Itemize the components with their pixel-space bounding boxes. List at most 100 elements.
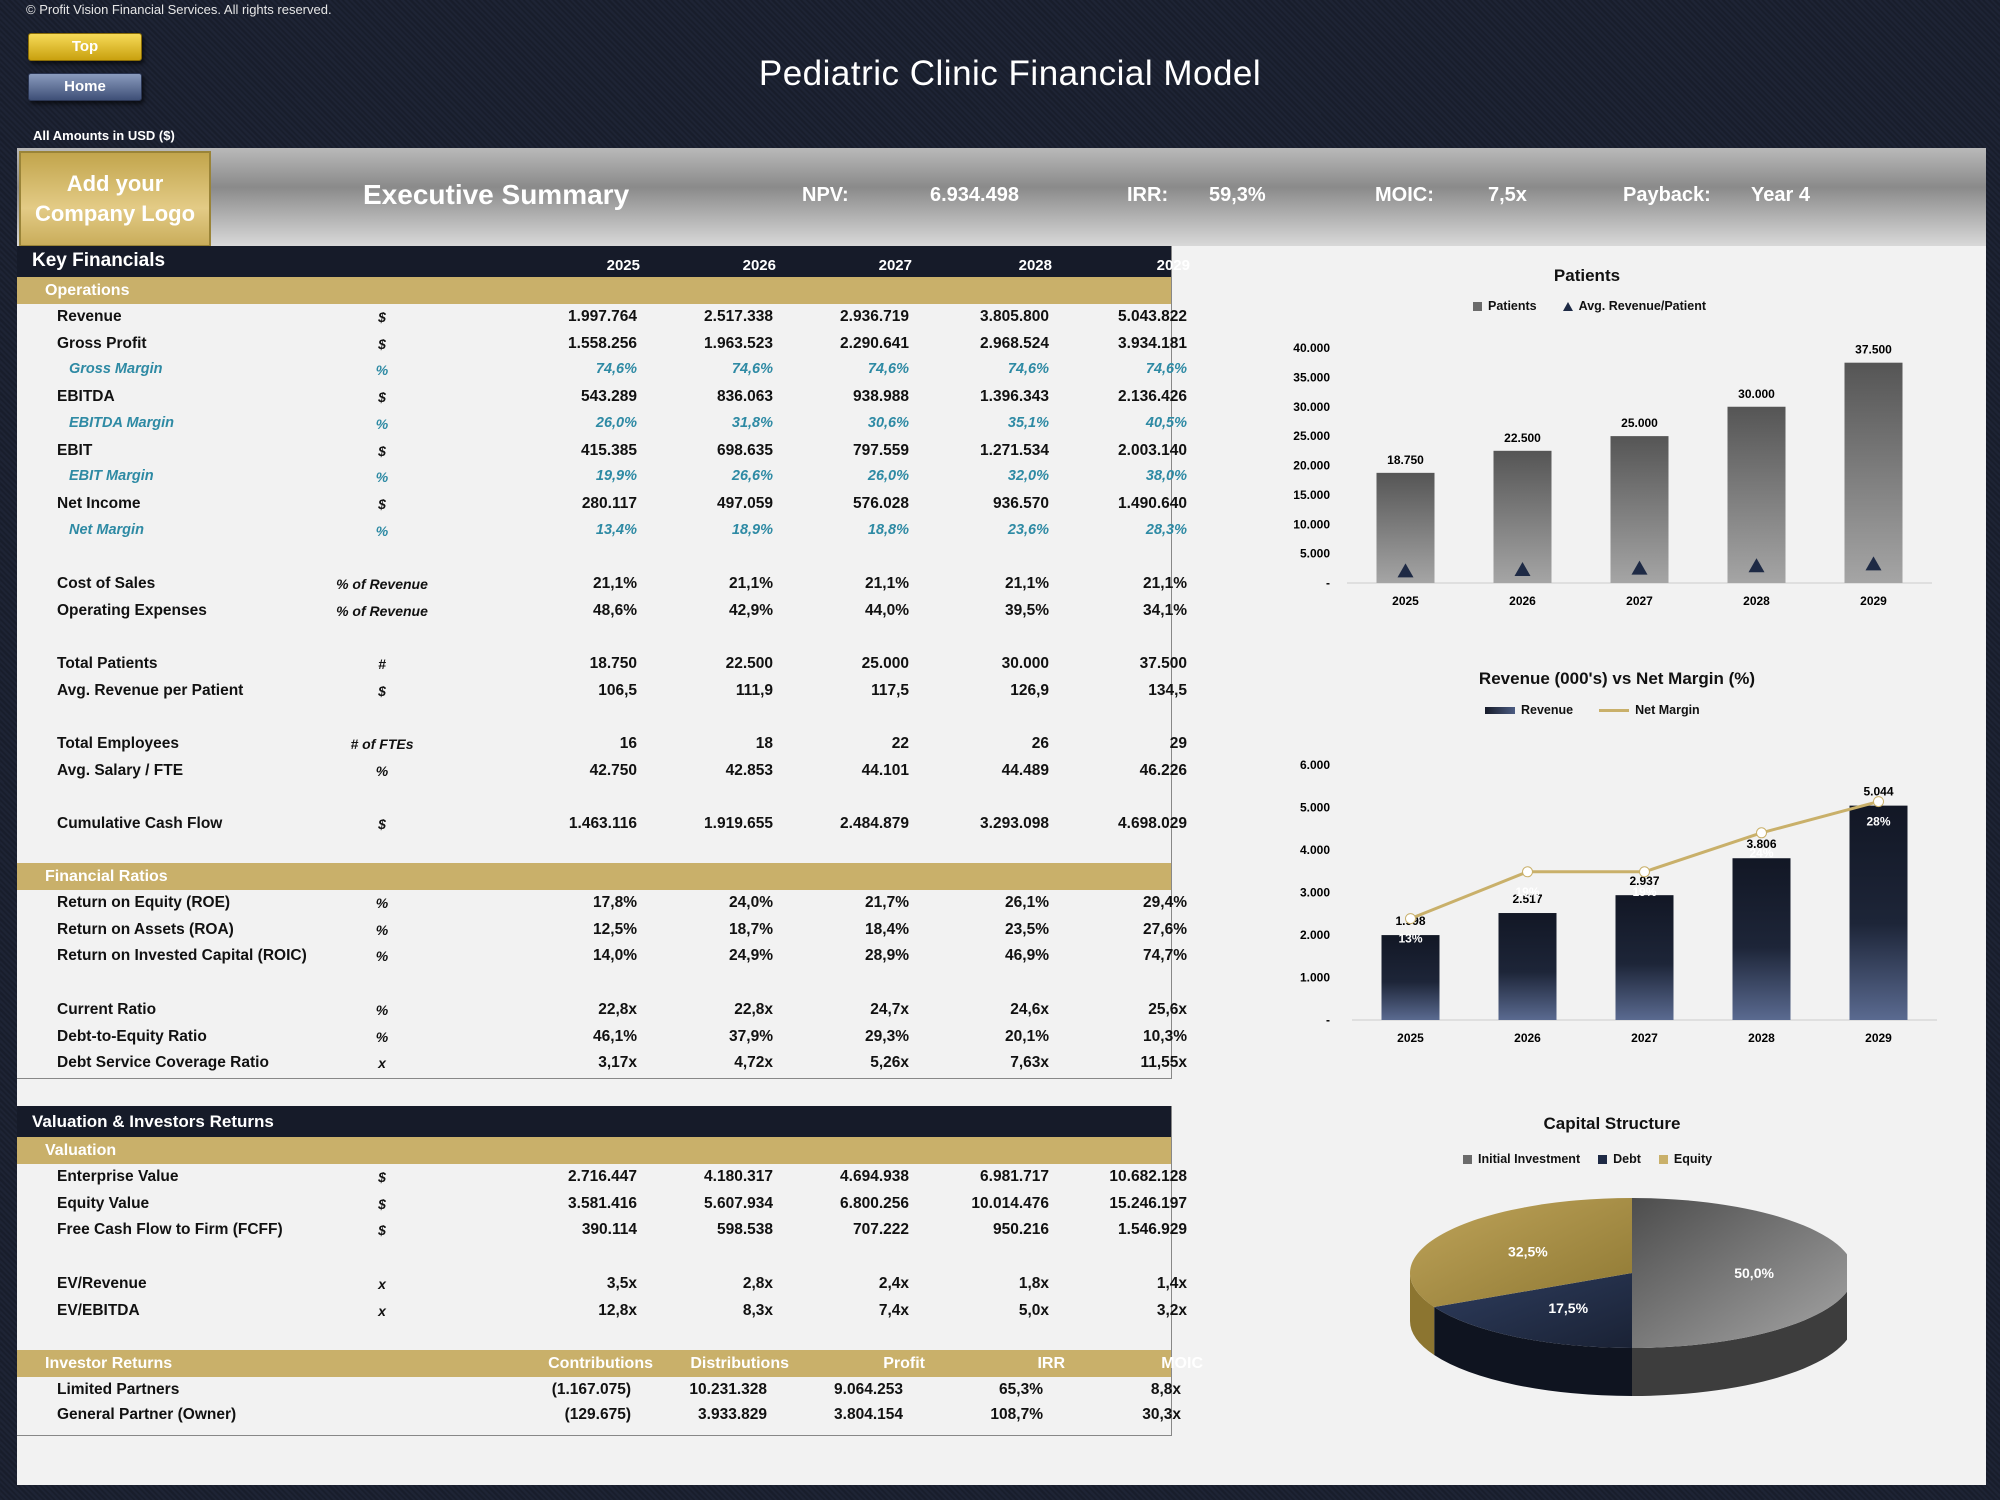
- row-value: 3.805.800: [980, 308, 1049, 325]
- row-value: 111,9: [735, 681, 773, 699]
- table-title: Key Financials: [32, 250, 166, 271]
- row-value: 28,9%: [865, 947, 909, 965]
- row-value: 106,5: [598, 681, 637, 699]
- row-value: 108,7%: [990, 1406, 1043, 1423]
- y-tick-label: 10.000: [1293, 517, 1330, 531]
- row-label: EV/Revenue: [57, 1274, 147, 1292]
- point-label: 28%: [1866, 815, 1890, 829]
- bar-patients: [1844, 362, 1903, 583]
- row-label: Limited Partners: [57, 1381, 180, 1398]
- table-row: Gross Profit $1.558.256 1.963.523 2.290.641…: [17, 331, 1187, 358]
- row-value: 10.014.476: [971, 1194, 1049, 1212]
- row-value: 10.682.128: [1109, 1168, 1187, 1185]
- row-label: Equity Value: [57, 1194, 150, 1212]
- row-value: 1.546.929: [1118, 1221, 1187, 1239]
- pie-slice-equity: [1410, 1198, 1632, 1308]
- row-value: 497.059: [716, 494, 773, 512]
- row-unit: $: [378, 495, 386, 512]
- page-title: Pediatric Clinic Financial Model: [758, 54, 1262, 93]
- row-value: 126,9: [1010, 681, 1049, 699]
- row-value: 22,8x: [598, 1000, 637, 1018]
- row-value: 1.997.764: [568, 308, 637, 325]
- row-value: 2.290.641: [840, 334, 909, 352]
- row-value: 6.981.717: [980, 1168, 1049, 1185]
- table-row: Return on Assets (ROA)% 12,5% 18,7% 18,4% 23…: [17, 917, 1187, 944]
- chart-title-revenue: Revenue (000's) vs Net Margin (%): [1478, 669, 1756, 688]
- y-tick-label: 5.000: [1300, 547, 1330, 561]
- row-value: 74,7%: [1143, 947, 1187, 965]
- legend-swatch-icon: [1463, 1154, 1472, 1164]
- point-net-margin: [1873, 796, 1884, 808]
- row-unit: $: [378, 682, 386, 699]
- legend-label: Net Margin: [1635, 703, 1700, 717]
- bar-label: 3.806: [1746, 837, 1776, 851]
- row-value: 24,9%: [729, 947, 773, 965]
- row-label: EBITDA Margin: [69, 414, 174, 431]
- row-unit: %: [375, 1028, 389, 1045]
- row-label: Total Employees: [57, 735, 180, 753]
- legend-label: Patients: [1488, 299, 1537, 313]
- top-button[interactable]: Top: [28, 33, 142, 61]
- table-row: Avg. Revenue per Patient $106,5 111,9 117,5…: [17, 678, 1187, 705]
- y-tick-label: 30.000: [1293, 400, 1330, 414]
- x-tick-label: 2027: [1626, 594, 1653, 608]
- row-value: 280.117: [581, 494, 637, 512]
- row-value: 22: [891, 735, 909, 753]
- table-row: Cumulative Cash Flow $1.463.116 1.919.655 2…: [17, 811, 1187, 838]
- irr-value: 59,3%: [1209, 184, 1266, 206]
- row-value: 5,26x: [870, 1054, 909, 1072]
- row-value: 10.231.328: [689, 1381, 767, 1398]
- row-value: 8,3x: [742, 1301, 773, 1319]
- row-value: 21,1%: [593, 575, 637, 592]
- row-value: 9.064.253: [834, 1381, 903, 1398]
- pie-label: 50,0%: [1734, 1265, 1774, 1281]
- row-value: 42.750: [589, 761, 637, 779]
- row-value: 26,1%: [1005, 894, 1049, 911]
- row-value: 48,6%: [593, 601, 637, 619]
- section-label: Operations: [45, 282, 130, 299]
- chart-legend-capital: Initial Investment Debt Equity: [1463, 1152, 1712, 1166]
- row-value: 38,0%: [1145, 468, 1187, 485]
- home-button[interactable]: Home: [28, 73, 142, 101]
- table-row: Return on Invested Capital (ROIC)% 14,0% 2…: [17, 943, 1187, 970]
- point-net-margin: [1756, 827, 1767, 839]
- legend-label: Avg. Revenue/Patient: [1578, 299, 1706, 313]
- x-tick-label: 2029: [1860, 594, 1887, 608]
- section-label: Investor Returns: [45, 1355, 173, 1372]
- bar-patients: [1727, 406, 1786, 583]
- table-row: EBIT $415.385 698.635 797.559 1.271.534 2.003…: [17, 438, 1187, 465]
- row-label: Avg. Revenue per Patient: [57, 681, 244, 699]
- table-row: Cost of Sales % of Revenue 21,1% 21,1% 21,1%…: [17, 571, 1187, 598]
- row-value: 21,1%: [729, 575, 773, 592]
- row-value: 46,1%: [593, 1027, 637, 1045]
- section-title: Executive Summary: [363, 179, 630, 210]
- table-row: Equity Value $3.581.416 5.607.934 6.800.256…: [17, 1191, 1187, 1218]
- table-row: Current Ratio% 22,8x 22,8x 24,7x 24,6x 25,6x: [17, 997, 1187, 1024]
- row-value: 543.289: [580, 388, 637, 406]
- row-value: 3,17x: [598, 1054, 637, 1072]
- row-value: 2,4x: [878, 1274, 909, 1292]
- y-tick-label: 1.000: [1300, 971, 1330, 985]
- table-row: Net Income $280.117 497.059 576.028 936.570 1…: [17, 491, 1187, 518]
- row-value: 27,6%: [1143, 920, 1187, 938]
- row-value: 30.000: [1001, 655, 1049, 673]
- row-value: 21,7%: [865, 894, 909, 911]
- row-unit: %: [375, 362, 389, 379]
- row-value: 3.934.181: [1118, 334, 1187, 352]
- row-value: 23,6%: [1007, 521, 1049, 538]
- table-row: EBIT Margin% 19,9% 26,6% 26,0% 32,0% 38,0%: [17, 464, 1187, 491]
- marker-avg-revenue: [1748, 558, 1765, 573]
- row-label: EBITDA: [57, 388, 115, 406]
- row-unit: $: [378, 309, 386, 325]
- point-label: 19%: [1632, 885, 1656, 899]
- row-unit: $: [378, 442, 386, 459]
- bar-revenue: [1381, 935, 1440, 1020]
- company-logo-placeholder[interactable]: Add your Company Logo: [19, 151, 211, 247]
- row-value: 37.500: [1139, 655, 1187, 673]
- row-value: 24,0%: [729, 894, 773, 911]
- row-value: 39,5%: [1005, 601, 1049, 619]
- table-row: Gross Margin% 74,6% 74,6% 74,6% 74,6% 74,6%: [17, 357, 1187, 384]
- row-value: 2.716.447: [568, 1168, 637, 1185]
- payback-value: Year 4: [1751, 184, 1810, 206]
- row-value: 25,6x: [1148, 1000, 1187, 1018]
